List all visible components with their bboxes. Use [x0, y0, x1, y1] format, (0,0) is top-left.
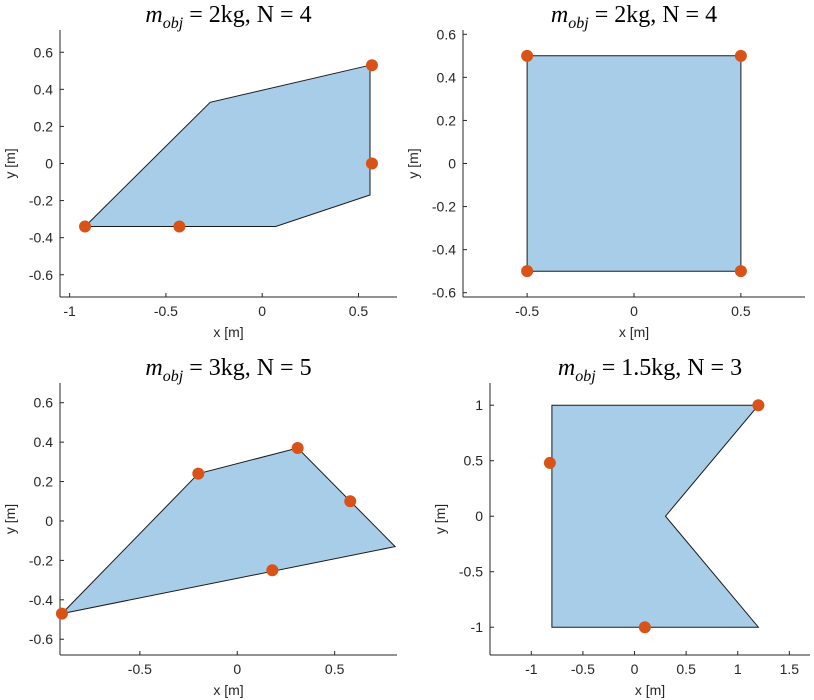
y-tick-label: 0 [448, 156, 456, 172]
x-tick-label: 0 [233, 661, 241, 677]
x-axis-label: x [m] [619, 324, 649, 340]
subplot-3: -0.5 0 0.5 -0.6 -0.4 -0.2 0 0.2 0.4 0.6 x [m] y [m]… [2, 355, 397, 698]
data-point [752, 399, 765, 412]
subplot-title: mobj = 2kg, N = 4 [551, 2, 717, 32]
data-point [173, 220, 186, 233]
x-tick-label: 0.5 [349, 303, 369, 319]
y-tick-label: 0.6 [437, 26, 457, 42]
y-tick-label: 0.6 [34, 395, 54, 411]
x-tick-label: 0.5 [676, 661, 696, 677]
y-tick-label: -0.5 [459, 564, 483, 580]
region-polygon [551, 404, 760, 628]
region-polygon [526, 55, 742, 272]
subplot-1: -1 -0.5 0 0.5 -0.6 -0.4 -0.2 0 0.2 0.4 0.6 x [m] y [… [2, 2, 397, 340]
x-axis-label: x [m] [213, 324, 243, 340]
region-polygon [83, 64, 371, 227]
y-tick-label: 0 [475, 508, 483, 524]
data-point [734, 49, 747, 62]
x-tick-label: 0 [631, 661, 639, 677]
subplot-title: mobj = 2kg, N = 4 [145, 2, 311, 32]
y-tick-label: -1 [471, 619, 484, 635]
data-point [344, 495, 357, 508]
x-tick-label: -0.5 [128, 661, 152, 677]
subplot-title: mobj = 1.5kg, N = 3 [558, 355, 742, 385]
data-point [266, 564, 279, 577]
y-tick-label: 0.5 [464, 453, 484, 469]
y-tick-label: 0.4 [437, 69, 457, 85]
x-tick-label: 1.5 [780, 661, 800, 677]
y-tick-label: -0.4 [29, 592, 53, 608]
data-point [521, 49, 534, 62]
y-tick-label: 0.6 [34, 44, 54, 60]
data-point [638, 621, 651, 634]
y-tick-label: 0.2 [34, 474, 54, 490]
region-polygon [60, 447, 397, 615]
data-point [365, 157, 378, 170]
x-tick-label: 0 [258, 303, 266, 319]
y-tick-label: -0.2 [29, 552, 53, 568]
x-tick-label: -1 [525, 661, 538, 677]
y-tick-label: -0.2 [432, 199, 456, 215]
x-axis-label: x [m] [635, 682, 665, 698]
x-tick-label: 0.5 [731, 303, 751, 319]
y-tick-label: 0.4 [34, 434, 54, 450]
x-tick-label: 0 [630, 303, 638, 319]
y-tick-label: 0.2 [437, 112, 457, 128]
data-point [521, 265, 534, 278]
x-tick-label: -1 [63, 303, 76, 319]
y-tick-label: 0.4 [34, 81, 54, 97]
x-tick-label: 0.5 [325, 661, 345, 677]
subplot-4: -1 -0.5 0 0.5 1 1.5 -1 -0.5 0 0.5 1 x [m] y [m] mobj … [432, 355, 810, 698]
x-tick-label: -0.5 [515, 303, 539, 319]
data-point [734, 265, 747, 278]
y-axis-label: y [m] [2, 148, 18, 178]
x-tick-label: -0.5 [571, 661, 595, 677]
y-axis-label: y [m] [2, 504, 18, 534]
y-tick-label: -0.2 [29, 193, 53, 209]
y-tick-label: -0.4 [432, 242, 456, 258]
y-tick-label: 1 [475, 397, 483, 413]
data-point [365, 59, 378, 72]
data-point [543, 456, 556, 469]
x-axis-label: x [m] [213, 682, 243, 698]
x-tick-label: 1 [734, 661, 742, 677]
x-tick-label: -0.5 [154, 303, 178, 319]
data-point [79, 220, 92, 233]
y-tick-label: 0 [45, 156, 53, 172]
y-tick-label: 0.2 [34, 118, 54, 134]
y-axis-label: y [m] [432, 504, 448, 534]
data-point [192, 467, 205, 480]
y-tick-label: -0.6 [432, 285, 456, 301]
y-axis-label: y [m] [405, 148, 421, 178]
data-point [291, 442, 304, 455]
y-tick-label: -0.6 [29, 267, 53, 283]
y-tick-label: -0.4 [29, 230, 53, 246]
subplot-2: -0.5 0 0.5 -0.6 -0.4 -0.2 0 0.2 0.4 0.6 x [m] y [m]… [405, 2, 805, 340]
y-tick-label: -0.6 [29, 631, 53, 647]
y-tick-label: 0 [45, 513, 53, 529]
subplot-title: mobj = 3kg, N = 5 [145, 355, 311, 385]
data-point [55, 607, 68, 620]
